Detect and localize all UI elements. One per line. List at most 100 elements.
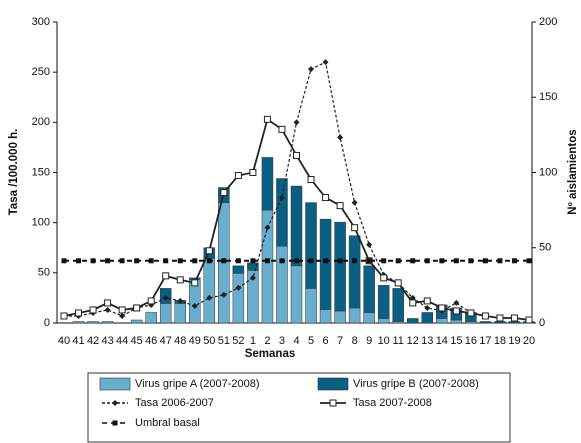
marker <box>205 247 213 255</box>
marker <box>192 258 198 264</box>
bar <box>232 265 245 274</box>
x-tick-label: 52 <box>232 335 244 347</box>
marker <box>322 194 330 202</box>
marker <box>119 312 126 319</box>
marker <box>249 274 256 281</box>
marker <box>191 302 198 309</box>
marker <box>90 258 96 264</box>
marker <box>308 258 314 264</box>
x-tick-label: 42 <box>87 335 99 347</box>
x-tick-label: 20 <box>523 335 535 347</box>
y-tick-label: 200 <box>32 116 50 128</box>
marker <box>148 258 154 264</box>
x-tick-label: 8 <box>352 335 358 347</box>
legend-swatch <box>99 377 131 391</box>
x-tick-label: 44 <box>116 335 128 347</box>
x-tick-label: 9 <box>366 335 372 347</box>
marker <box>177 297 184 304</box>
marker <box>511 258 517 264</box>
bar <box>276 245 288 324</box>
marker <box>264 224 271 231</box>
marker <box>293 119 300 126</box>
y-tick-label: 300 <box>32 16 50 28</box>
marker <box>60 312 68 320</box>
bar <box>334 221 346 312</box>
marker <box>191 279 199 287</box>
y-tick-label: 50 <box>38 267 50 279</box>
bar <box>174 303 186 324</box>
marker <box>250 258 256 264</box>
y-axis-title: Tasa /100.000 h. <box>8 129 20 216</box>
x-tick-label: 3 <box>279 335 285 347</box>
marker <box>294 258 299 264</box>
marker <box>423 297 431 305</box>
bar <box>305 202 317 289</box>
marker <box>380 274 388 282</box>
bar <box>203 258 216 324</box>
legend-marker <box>112 420 118 426</box>
marker <box>118 306 126 314</box>
x-tick-label: 1 <box>250 335 256 347</box>
x-tick-label: 2 <box>264 335 270 347</box>
marker <box>293 151 300 159</box>
marker <box>453 299 460 306</box>
x-tick-label: 7 <box>337 335 343 347</box>
bar <box>450 319 463 324</box>
marker <box>439 258 445 264</box>
marker <box>162 272 170 280</box>
marker <box>249 169 257 176</box>
marker <box>221 258 227 264</box>
marker <box>468 258 474 264</box>
marker <box>235 284 242 291</box>
x-tick-label: 40 <box>58 335 70 347</box>
marker <box>278 125 286 133</box>
x-tick-label: 16 <box>465 335 477 347</box>
x-tick-label: 48 <box>174 335 186 347</box>
x-tick-label: 18 <box>494 335 506 347</box>
bar <box>334 310 346 324</box>
bar <box>232 273 245 324</box>
bar <box>87 321 99 324</box>
marker <box>220 291 227 298</box>
legend-label: Tasa 2007-2008 <box>353 397 432 409</box>
bar <box>319 218 332 310</box>
y-tick-label: 0 <box>44 317 50 329</box>
marker <box>496 314 504 322</box>
marker <box>351 224 359 232</box>
x-tick-label: 19 <box>508 335 520 347</box>
marker <box>337 134 344 141</box>
bar <box>508 321 521 324</box>
marker <box>177 258 183 264</box>
legend-box <box>87 372 511 443</box>
bar <box>407 318 419 324</box>
legend-marker <box>329 399 337 407</box>
marker <box>410 258 416 264</box>
marker <box>61 258 67 264</box>
y2-tick-label: 50 <box>539 242 551 254</box>
x-tick-label: 17 <box>479 335 491 347</box>
marker <box>76 258 82 264</box>
x-tick-label: 51 <box>218 335 230 347</box>
bar <box>101 321 114 324</box>
bar <box>421 312 434 324</box>
bar <box>290 265 303 324</box>
marker <box>526 258 532 264</box>
marker <box>105 258 111 264</box>
marker <box>497 258 503 264</box>
x-tick-label: 15 <box>450 335 462 347</box>
legend-swatch <box>317 377 349 391</box>
x-tick-label: 5 <box>308 335 314 347</box>
bar <box>377 285 390 319</box>
marker <box>482 258 488 264</box>
marker <box>163 258 169 264</box>
bar <box>319 309 332 324</box>
marker <box>147 297 155 305</box>
bar <box>436 318 448 324</box>
marker <box>134 258 140 264</box>
bar <box>290 185 303 267</box>
marker <box>176 276 184 284</box>
marker <box>323 258 329 264</box>
y2-tick-label: 0 <box>539 317 545 329</box>
marker <box>264 258 270 264</box>
marker <box>220 189 228 197</box>
